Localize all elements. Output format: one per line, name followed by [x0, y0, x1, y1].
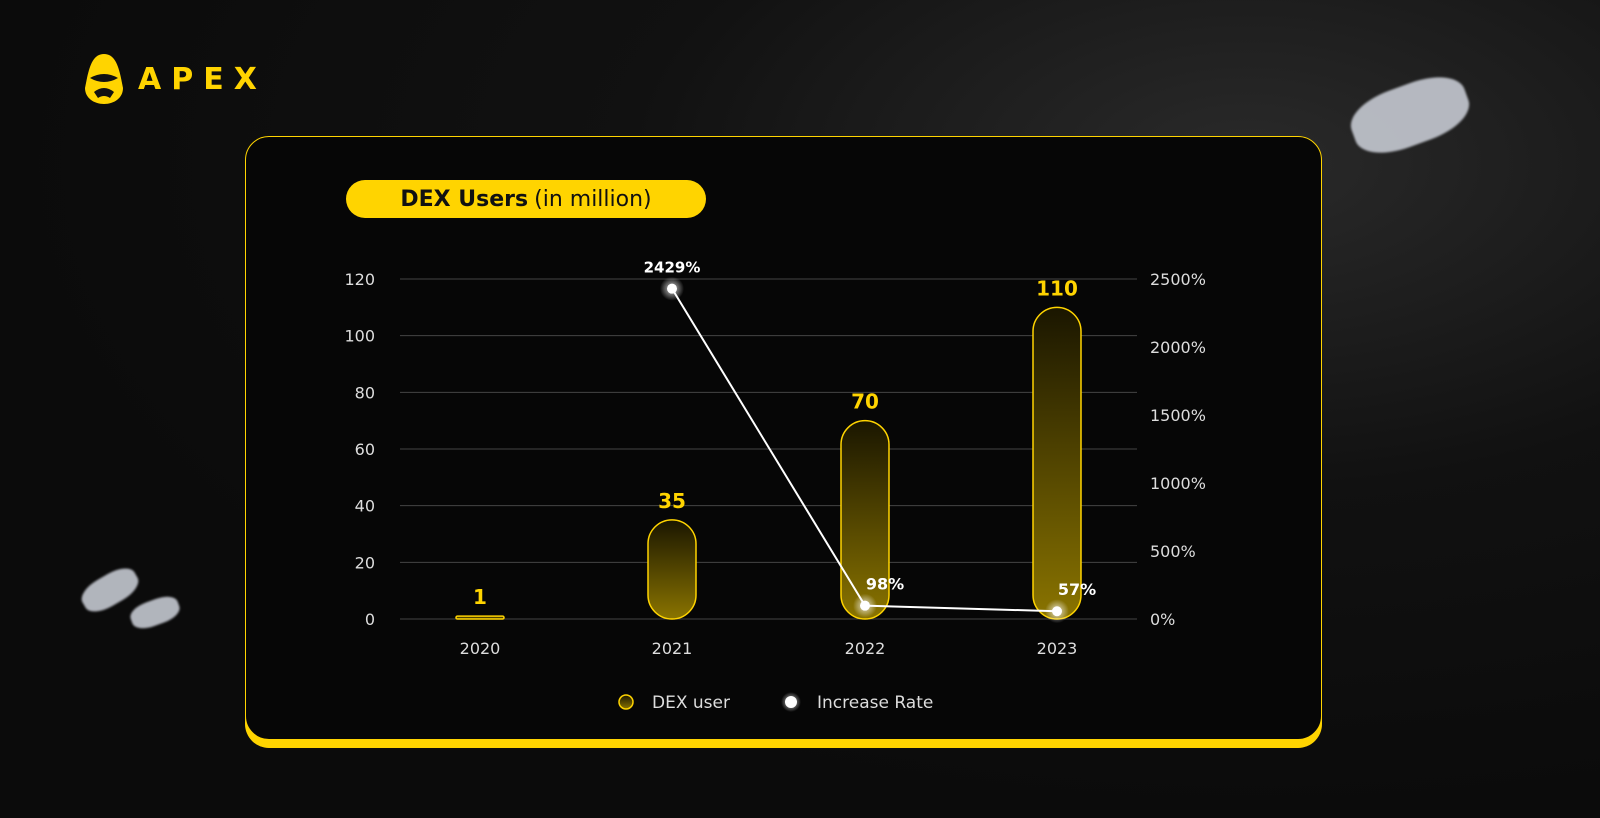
- bar-value-label: 70: [851, 390, 879, 414]
- bar-2023: [1032, 306, 1082, 620]
- chart-card: DEX Users (in million): [245, 136, 1322, 740]
- y-left-tick-label: 60: [355, 440, 375, 459]
- bar-value-label: 35: [658, 489, 686, 513]
- legend-line-swatch-icon: [785, 696, 797, 708]
- increase-rate-point: [860, 600, 870, 611]
- bar-value-label: 1: [473, 585, 487, 609]
- y-left-tick-label: 120: [344, 270, 375, 289]
- increase-rate-point: [1052, 606, 1062, 617]
- x-tick-label: 2021: [652, 639, 693, 658]
- apex-logo: APEX: [84, 52, 267, 106]
- y-left-tick-label: 40: [355, 497, 375, 516]
- bar-value-label: 110: [1036, 276, 1078, 300]
- x-tick-label: 2022: [845, 639, 886, 658]
- legend-label-dex-user: DEX user: [652, 693, 730, 713]
- y-right-tick-label: 2000%: [1150, 338, 1206, 357]
- increase-rate-label: 57%: [1058, 580, 1096, 599]
- increase-rate-label: 98%: [866, 575, 904, 594]
- increase-rate-point: [667, 283, 677, 294]
- apex-mascot-icon: [85, 54, 123, 104]
- x-tick-label: 2020: [460, 639, 501, 658]
- y-right-tick-label: 1000%: [1150, 474, 1206, 493]
- y-right-tick-label: 2500%: [1150, 270, 1206, 289]
- bar-2020: [455, 615, 505, 620]
- chart-title: DEX Users (in million): [346, 180, 706, 218]
- y-right-tick-label: 1500%: [1150, 406, 1206, 425]
- y-left-tick-label: 20: [355, 553, 375, 572]
- brand-name: APEX: [138, 61, 267, 97]
- y-left-tick-label: 100: [344, 327, 375, 346]
- y-right-tick-label: 0%: [1150, 610, 1175, 629]
- x-tick-label: 2023: [1037, 639, 1078, 658]
- y-right-tick-label: 500%: [1150, 542, 1196, 561]
- y-left-tick-label: 0: [365, 610, 375, 629]
- increase-rate-label: 2429%: [644, 259, 701, 277]
- bar-2022: [840, 419, 890, 620]
- y-left-tick-label: 80: [355, 383, 375, 402]
- legend-bar-swatch-icon: [618, 694, 634, 710]
- title-text: DEX Users: [400, 186, 529, 212]
- legend-label-increase-rate: Increase Rate: [817, 693, 933, 713]
- title-suffix: (in million): [534, 186, 652, 212]
- bar-2021: [647, 519, 697, 620]
